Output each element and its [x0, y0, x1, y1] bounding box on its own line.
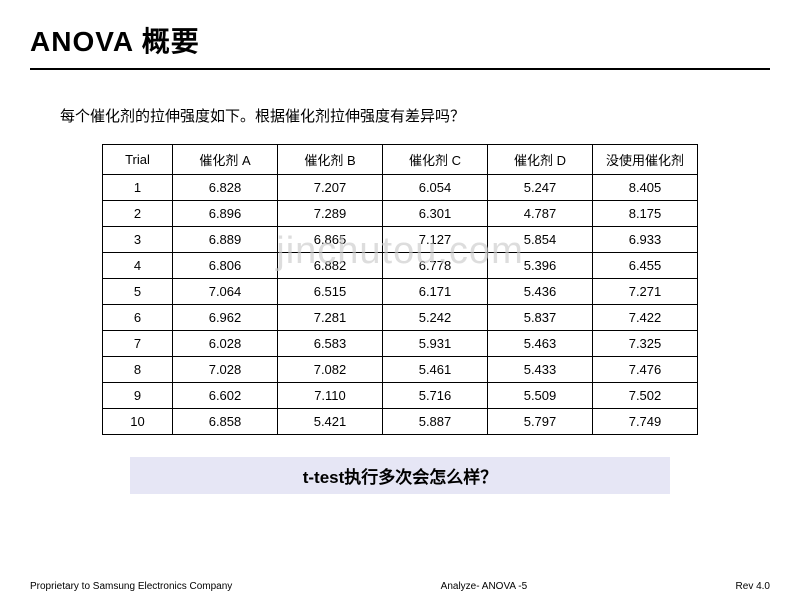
table-cell: 5: [103, 279, 173, 305]
table-row: 106.8585.4215.8875.7977.749: [103, 409, 698, 435]
table-cell: 6.828: [173, 175, 278, 201]
table-row: 96.6027.1105.7165.5097.502: [103, 383, 698, 409]
table-cell: 6.455: [593, 253, 698, 279]
table-cell: 6.889: [173, 227, 278, 253]
table-cell: 6.583: [278, 331, 383, 357]
table-cell: 6.896: [173, 201, 278, 227]
slide-container: ANOVA 概要 每个催化剂的拉伸强度如下。根据催化剂拉伸强度有差异吗？ jin…: [0, 0, 800, 600]
table-cell: 5.396: [488, 253, 593, 279]
table-cell: 9: [103, 383, 173, 409]
col-header: Trial: [103, 145, 173, 175]
table-cell: 5.854: [488, 227, 593, 253]
table-cell: 6.933: [593, 227, 698, 253]
table-cell: 5.461: [383, 357, 488, 383]
table-cell: 5.837: [488, 305, 593, 331]
table-cell: 7.749: [593, 409, 698, 435]
table-cell: 7: [103, 331, 173, 357]
footer-right: Rev 4.0: [736, 581, 770, 592]
table-cell: 6.515: [278, 279, 383, 305]
table-cell: 6.882: [278, 253, 383, 279]
table-cell: 6.028: [173, 331, 278, 357]
table-cell: 6.806: [173, 253, 278, 279]
highlight-question: t-test执行多次会怎么样？: [130, 457, 670, 494]
table-cell: 2: [103, 201, 173, 227]
table-cell: 7.422: [593, 305, 698, 331]
table-row: 16.8287.2076.0545.2478.405: [103, 175, 698, 201]
table-row: 36.8896.8657.1275.8546.933: [103, 227, 698, 253]
table-cell: 5.887: [383, 409, 488, 435]
table-cell: 1: [103, 175, 173, 201]
table-row: 87.0287.0825.4615.4337.476: [103, 357, 698, 383]
table-cell: 6.865: [278, 227, 383, 253]
table-cell: 5.509: [488, 383, 593, 409]
anova-data-table: Trial 催化剂 A 催化剂 B 催化剂 C 催化剂 D 没使用催化剂 16.…: [102, 144, 698, 435]
table-cell: 8.175: [593, 201, 698, 227]
table-cell: 6.054: [383, 175, 488, 201]
table-row: 66.9627.2815.2425.8377.422: [103, 305, 698, 331]
table-cell: 6.962: [173, 305, 278, 331]
table-cell: 5.421: [278, 409, 383, 435]
table-cell: 4.787: [488, 201, 593, 227]
table-cell: 5.797: [488, 409, 593, 435]
table-cell: 6.171: [383, 279, 488, 305]
table-cell: 7.289: [278, 201, 383, 227]
table-cell: 7.127: [383, 227, 488, 253]
table-row: 76.0286.5835.9315.4637.325: [103, 331, 698, 357]
table-cell: 5.931: [383, 331, 488, 357]
table-cell: 7.064: [173, 279, 278, 305]
table-cell: 6.301: [383, 201, 488, 227]
table-cell: 7.110: [278, 383, 383, 409]
table-cell: 7.028: [173, 357, 278, 383]
table-row: 57.0646.5156.1715.4367.271: [103, 279, 698, 305]
col-header: 催化剂 A: [173, 145, 278, 175]
table-cell: 7.271: [593, 279, 698, 305]
slide-subtitle: 每个催化剂的拉伸强度如下。根据催化剂拉伸强度有差异吗？: [60, 105, 770, 126]
table-cell: 7.207: [278, 175, 383, 201]
slide-footer: Proprietary to Samsung Electronics Compa…: [0, 581, 800, 592]
table-body: 16.8287.2076.0545.2478.40526.8967.2896.3…: [103, 175, 698, 435]
table-cell: 5.433: [488, 357, 593, 383]
table-cell: 3: [103, 227, 173, 253]
table-cell: 6.778: [383, 253, 488, 279]
table-cell: 7.082: [278, 357, 383, 383]
table-cell: 8: [103, 357, 173, 383]
table-row: 46.8066.8826.7785.3966.455: [103, 253, 698, 279]
table-cell: 5.247: [488, 175, 593, 201]
table-cell: 4: [103, 253, 173, 279]
table-cell: 10: [103, 409, 173, 435]
table-cell: 5.716: [383, 383, 488, 409]
slide-title: ANOVA 概要: [30, 20, 770, 60]
table-cell: 6.858: [173, 409, 278, 435]
footer-left: Proprietary to Samsung Electronics Compa…: [30, 581, 232, 592]
col-header: 没使用催化剂: [593, 145, 698, 175]
table-row: 26.8967.2896.3014.7878.175: [103, 201, 698, 227]
table-cell: 7.502: [593, 383, 698, 409]
table-cell: 6.602: [173, 383, 278, 409]
table-cell: 5.242: [383, 305, 488, 331]
title-underline: [30, 68, 770, 70]
col-header: 催化剂 C: [383, 145, 488, 175]
table-header-row: Trial 催化剂 A 催化剂 B 催化剂 C 催化剂 D 没使用催化剂: [103, 145, 698, 175]
table-cell: 5.463: [488, 331, 593, 357]
table-cell: 7.476: [593, 357, 698, 383]
table-cell: 5.436: [488, 279, 593, 305]
col-header: 催化剂 D: [488, 145, 593, 175]
table-cell: 8.405: [593, 175, 698, 201]
footer-center: Analyze- ANOVA -5: [441, 581, 528, 592]
table-cell: 6: [103, 305, 173, 331]
table-cell: 7.325: [593, 331, 698, 357]
col-header: 催化剂 B: [278, 145, 383, 175]
table-cell: 7.281: [278, 305, 383, 331]
